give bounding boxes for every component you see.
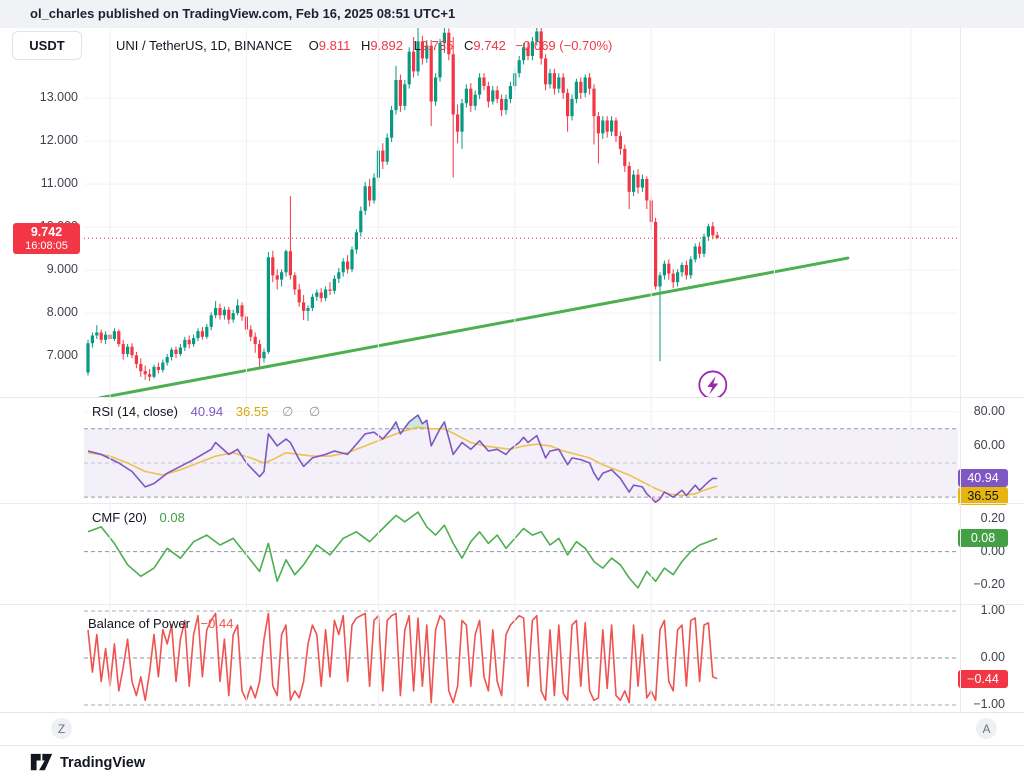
cmf-line	[87, 511, 718, 589]
rsi-pane	[84, 411, 958, 503]
close-label: C	[463, 38, 474, 53]
footer-brand[interactable]: TradingView	[60, 754, 146, 771]
last-price-value: 9.742	[30, 225, 63, 239]
cmf-tick-label: 0.00	[980, 543, 1005, 558]
rsi-pane-title-row[interactable]: RSI (14, close) 40.94 36.55 ∅ ∅	[92, 404, 326, 420]
countdown-timer: 16:08:05	[25, 240, 68, 252]
currency-toggle-button[interactable]: USDT	[12, 31, 82, 60]
candles-series	[86, 28, 719, 382]
change-value: −0.069 (−0.70%)	[515, 38, 613, 53]
bop-tick-label: −1.00	[973, 696, 1005, 711]
rsi-value-badge: 36.55	[958, 487, 1008, 506]
rsi-based-ma-line	[87, 426, 718, 497]
price-tick-label: 7.000	[46, 348, 78, 363]
attribution-text: ol_charles published on TradingView.com,…	[30, 6, 456, 21]
price-tick-label: 9.000	[46, 262, 78, 277]
rsi-tick-label: 60.00	[973, 437, 1005, 452]
pane-separator[interactable]	[0, 604, 1024, 605]
chart-canvas[interactable]	[0, 0, 1024, 745]
trendline	[98, 256, 850, 397]
bop-value-badge: −0.44	[958, 669, 1008, 688]
rsi-value-badge: 40.94	[958, 469, 1008, 488]
bop-tick-label: 1.00	[980, 603, 1005, 618]
rsi-value: 40.94	[190, 404, 224, 419]
auto-scale-label: A	[982, 721, 991, 736]
high-label: H	[361, 38, 371, 53]
price-tick-label: 11.000	[40, 176, 78, 191]
price-tick-label: 12.000	[39, 133, 78, 148]
rsi-empty-values: ∅ ∅	[281, 404, 327, 419]
cmf-value-badge: 0.08	[958, 529, 1008, 548]
price-tick-label: 8.000	[46, 305, 78, 320]
low-label: L	[413, 38, 421, 53]
close-value: 9.742	[473, 38, 506, 53]
price-tick-label: 13.000	[39, 90, 78, 105]
cmf-pane	[84, 511, 958, 589]
symbol-info-row[interactable]: UNI / TetherUS, 1D, BINANCE O9.811 H9.89…	[116, 38, 612, 53]
lightning-icon[interactable]	[698, 370, 728, 398]
pane-separator[interactable]	[0, 397, 1024, 398]
bop-pane-title-row[interactable]: Balance of Power −0.44	[88, 616, 233, 631]
bop-pane	[84, 610, 958, 706]
currency-toggle-label: USDT	[29, 38, 65, 53]
open-label: O	[308, 38, 319, 53]
zoom-out-button[interactable]: Z	[51, 718, 72, 739]
low-value: 9.735	[420, 38, 454, 53]
cmf-value: 0.08	[159, 510, 185, 525]
main-pane	[84, 28, 958, 398]
tradingview-logo-icon[interactable]	[30, 753, 53, 772]
open-value: 9.811	[318, 38, 351, 53]
zoom-out-label: Z	[57, 721, 66, 736]
bop-value: −0.44	[200, 616, 234, 631]
time-axis[interactable]	[0, 712, 1024, 745]
last-price-badge: 9.742 16:08:05	[13, 223, 80, 254]
high-value: 9.892	[370, 38, 403, 53]
rsi-ma-value: 36.55	[235, 404, 269, 419]
bop-line	[87, 612, 718, 704]
auto-scale-button[interactable]: A	[976, 718, 997, 739]
bop-title: Balance of Power	[88, 616, 190, 631]
cmf-pane-title-row[interactable]: CMF (20) 0.08	[92, 510, 185, 525]
rsi-title: RSI (14, close)	[92, 404, 178, 419]
cmf-tick-label: 0.20	[980, 510, 1005, 525]
rsi-tick-label: 80.00	[973, 403, 1005, 418]
footer-bar: TradingView	[0, 745, 1024, 779]
pane-separator[interactable]	[0, 503, 1024, 504]
cmf-title: CMF (20)	[92, 510, 147, 525]
cmf-tick-label: −0.20	[973, 576, 1005, 591]
bop-tick-label: 0.00	[980, 650, 1005, 664]
right-scale-border	[960, 28, 961, 712]
attribution-bar: ol_charles published on TradingView.com,…	[0, 0, 1024, 28]
symbol-title: UNI / TetherUS, 1D, BINANCE	[116, 38, 293, 53]
